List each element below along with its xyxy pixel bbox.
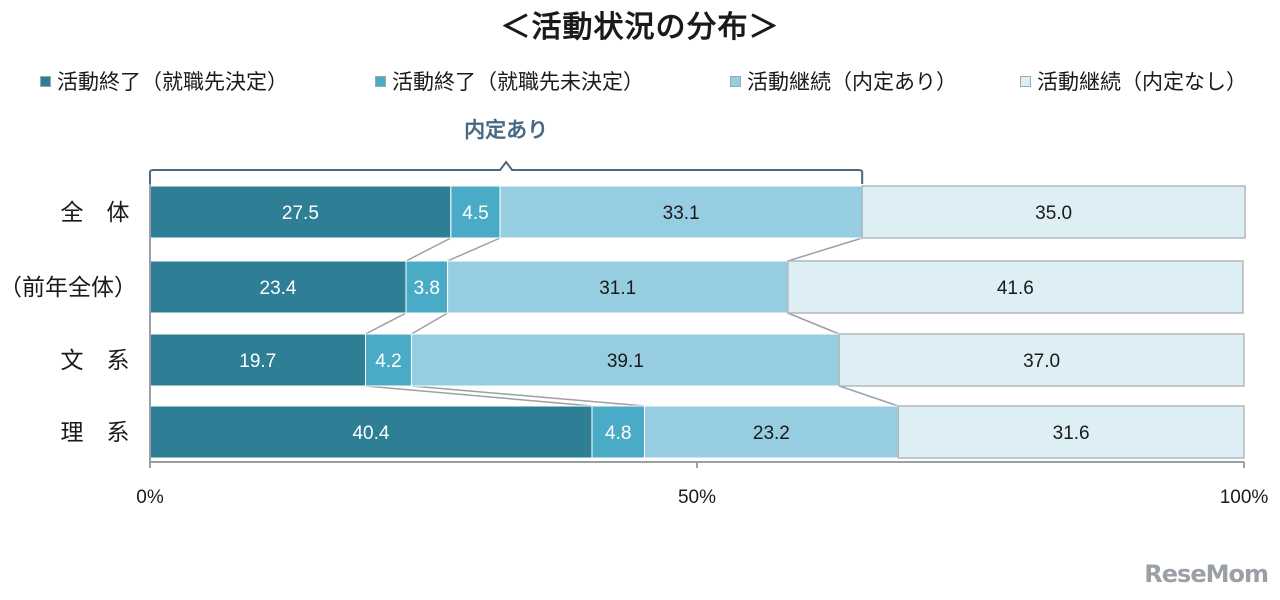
data-label: 31.6: [1053, 423, 1090, 444]
bar-segment: [787, 260, 1244, 314]
x-tick-label: 0%: [136, 487, 164, 508]
legend-label-ended-undecided: 活動終了（就職先未決定）: [392, 70, 644, 94]
legend-swatch-continuing-no-offer: [1020, 75, 1031, 87]
legend-item-continuing-offer: 活動継続（内定あり）: [730, 66, 957, 96]
connector-line: [365, 385, 593, 407]
data-label: 31.1: [599, 278, 636, 299]
data-label: 35.0: [1035, 203, 1072, 224]
data-label: 27.5: [282, 203, 319, 224]
legend-swatch-ended-decided: [40, 75, 51, 87]
data-label: 23.2: [753, 423, 790, 444]
bar-segment: [405, 260, 449, 314]
legend-label-continuing-no-offer: 活動継続（内定なし）: [1037, 70, 1247, 94]
data-label: 4.5: [462, 203, 488, 224]
data-label: 23.4: [260, 278, 297, 299]
data-label: 4.8: [605, 423, 631, 444]
bar-segment: [149, 405, 593, 459]
category-label: 全 体: [61, 200, 130, 226]
x-tick-label: 50%: [678, 487, 716, 508]
bar-segment: [499, 185, 863, 239]
legend-item-continuing-no-offer: 活動継続（内定なし）: [1020, 66, 1247, 96]
legend-swatch-continuing-offer: [730, 75, 741, 87]
bar-segment: [591, 405, 645, 459]
category-label: （前年全体）: [0, 275, 137, 301]
category-label: 文 系: [61, 348, 130, 374]
data-label: 33.1: [663, 203, 700, 224]
connector-line: [405, 237, 452, 262]
connector-line: [447, 237, 501, 262]
bar-segment: [149, 260, 407, 314]
bar-segment: [897, 405, 1245, 459]
legend-label-ended-decided: 活動終了（就職先決定）: [57, 70, 288, 94]
bar-segment: [365, 333, 412, 387]
stacked-bar-chart: 27.5 4.5 33.1 35.0 全 体 23.4 3.8 31.1 41.6 （前年全体） 1…: [0, 118, 1269, 508]
bar-segment: [643, 405, 899, 459]
resemom-logo: ReseMom: [1144, 560, 1269, 588]
connector-line: [365, 312, 407, 335]
category-label: 理 系: [61, 420, 130, 446]
bar-segment: [447, 260, 789, 314]
bar-segment: [838, 333, 1245, 387]
data-label: 37.0: [1023, 351, 1060, 372]
data-label: 4.2: [375, 351, 401, 372]
x-tick-label: 100%: [1220, 487, 1269, 508]
connector-line: [787, 312, 840, 335]
connector-line: [787, 237, 863, 262]
offer-bracket: [149, 160, 864, 184]
bar-segment: [861, 185, 1246, 239]
data-label: 19.7: [239, 351, 276, 372]
connector-line: [411, 385, 645, 407]
legend-label-continuing-offer: 活動継続（内定あり）: [747, 70, 957, 94]
data-label: 39.1: [607, 351, 644, 372]
offer-annotation: 内定あり: [464, 118, 548, 142]
data-label: 40.4: [352, 423, 389, 444]
connector-line: [838, 385, 899, 407]
data-label: 41.6: [997, 278, 1034, 299]
bar-segment: [450, 185, 501, 239]
chart-title: ＜活動状況の分布＞: [500, 10, 780, 45]
data-label: 3.8: [414, 278, 440, 299]
legend-item-ended-decided: 活動終了（就職先決定）: [40, 66, 288, 96]
bar-segment: [149, 185, 452, 239]
legend-swatch-ended-undecided: [375, 75, 386, 87]
connector-line: [411, 312, 448, 335]
legend: 活動終了（就職先決定） 活動終了（就職先未決定） 活動継続（内定あり） 活動継続…: [40, 66, 1270, 100]
legend-item-ended-undecided: 活動終了（就職先未決定）: [375, 66, 644, 96]
